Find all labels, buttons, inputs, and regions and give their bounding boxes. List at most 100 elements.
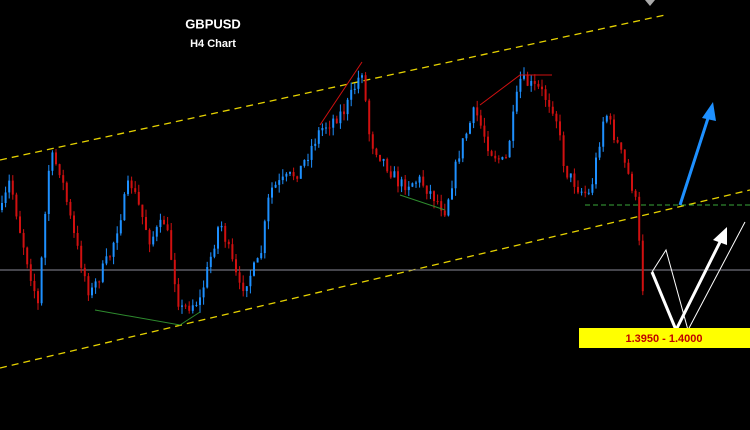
target-box: [579, 328, 750, 348]
candle-body: [404, 179, 407, 191]
candle-body: [227, 241, 230, 245]
candle-body: [87, 276, 90, 296]
candle-body: [109, 256, 111, 258]
candle-body: [551, 106, 554, 114]
candle-body: [368, 100, 371, 135]
candle-body: [26, 247, 29, 265]
candle-body: [245, 286, 248, 292]
candle-body: [537, 83, 540, 87]
candle-body: [591, 184, 594, 193]
candle-body: [80, 245, 83, 268]
candle-body: [191, 305, 194, 311]
candle-body: [634, 190, 637, 197]
chart-subtitle: H4 Chart: [190, 38, 236, 50]
candle-body: [19, 216, 21, 233]
candle-body: [317, 130, 320, 144]
candle-body: [533, 81, 536, 84]
candle-body: [22, 232, 25, 248]
candle-body: [526, 75, 529, 86]
candle-body: [263, 221, 266, 254]
candle-body: [613, 119, 615, 140]
candle-body: [501, 157, 504, 160]
candle-body: [40, 257, 43, 304]
candle-body: [173, 259, 176, 285]
candle-body: [163, 219, 165, 225]
candle-body: [418, 176, 421, 183]
candle-body: [562, 135, 565, 167]
candle-body: [314, 143, 317, 146]
candle-body: [505, 157, 507, 159]
candle-body: [397, 171, 399, 187]
candle-body: [577, 186, 579, 193]
candle-body: [296, 176, 299, 179]
candle-body: [497, 158, 500, 160]
candle-body: [379, 154, 381, 161]
candle-body: [281, 176, 284, 181]
candle-body: [285, 173, 288, 177]
candle-body: [55, 152, 57, 165]
candle-body: [29, 264, 32, 281]
candle-body: [11, 180, 14, 195]
candle-body: [350, 89, 353, 100]
candle-body: [1, 203, 3, 210]
candle-body: [159, 219, 162, 228]
candle-body: [451, 188, 453, 200]
candle-body: [195, 304, 198, 306]
candle-body: [638, 196, 641, 241]
candle-body: [170, 230, 173, 260]
candle-body: [407, 186, 410, 191]
candle-body: [429, 191, 432, 194]
candle-body: [235, 259, 237, 273]
candle-body: [123, 194, 126, 221]
candles: [1, 67, 644, 314]
candle-body: [584, 191, 587, 194]
candle-body: [256, 258, 259, 263]
candle-body: [339, 111, 342, 124]
candle-body: [325, 127, 327, 129]
candle-body: [73, 215, 75, 233]
candle-body: [346, 99, 349, 115]
candle-body: [242, 282, 245, 292]
candle-body: [321, 128, 324, 131]
candle-body: [274, 184, 277, 188]
candle-body: [443, 210, 446, 216]
candle-body: [440, 201, 443, 211]
candle-body: [357, 77, 360, 89]
candle-body: [91, 287, 93, 296]
candle-body: [112, 242, 115, 257]
candle-body: [555, 113, 558, 122]
candle-body: [249, 275, 252, 287]
candle-body: [328, 127, 331, 129]
target-label: 1.3950 - 1.4000: [625, 333, 702, 345]
candle-body: [292, 172, 295, 177]
candle-body: [289, 172, 291, 174]
candle-body: [548, 99, 551, 107]
candle-body: [155, 227, 158, 237]
candle-body: [8, 180, 11, 193]
candle-body: [127, 180, 129, 195]
candle-body: [602, 121, 605, 147]
channel-lower: [0, 189, 750, 369]
candle-body: [623, 149, 626, 163]
candle-body: [267, 197, 270, 222]
candle-body: [364, 75, 367, 101]
candle-body: [209, 256, 212, 267]
candle-body: [224, 225, 227, 242]
candle-body: [609, 115, 612, 120]
candle-body: [134, 188, 137, 192]
candle-body: [145, 217, 147, 230]
candle-body: [307, 159, 309, 161]
candle-body: [199, 297, 201, 305]
candle-body: [433, 191, 435, 202]
candle-body: [238, 272, 241, 283]
pattern-line: [319, 61, 363, 126]
blue-arrow: [678, 102, 716, 206]
candle-body: [271, 187, 273, 198]
candle-body: [33, 280, 36, 292]
candle-body: [4, 192, 7, 204]
candle-body: [422, 176, 425, 186]
candle-body: [519, 78, 522, 92]
candle-body: [299, 165, 302, 179]
candle-body: [487, 136, 489, 152]
candle-body: [65, 182, 68, 202]
